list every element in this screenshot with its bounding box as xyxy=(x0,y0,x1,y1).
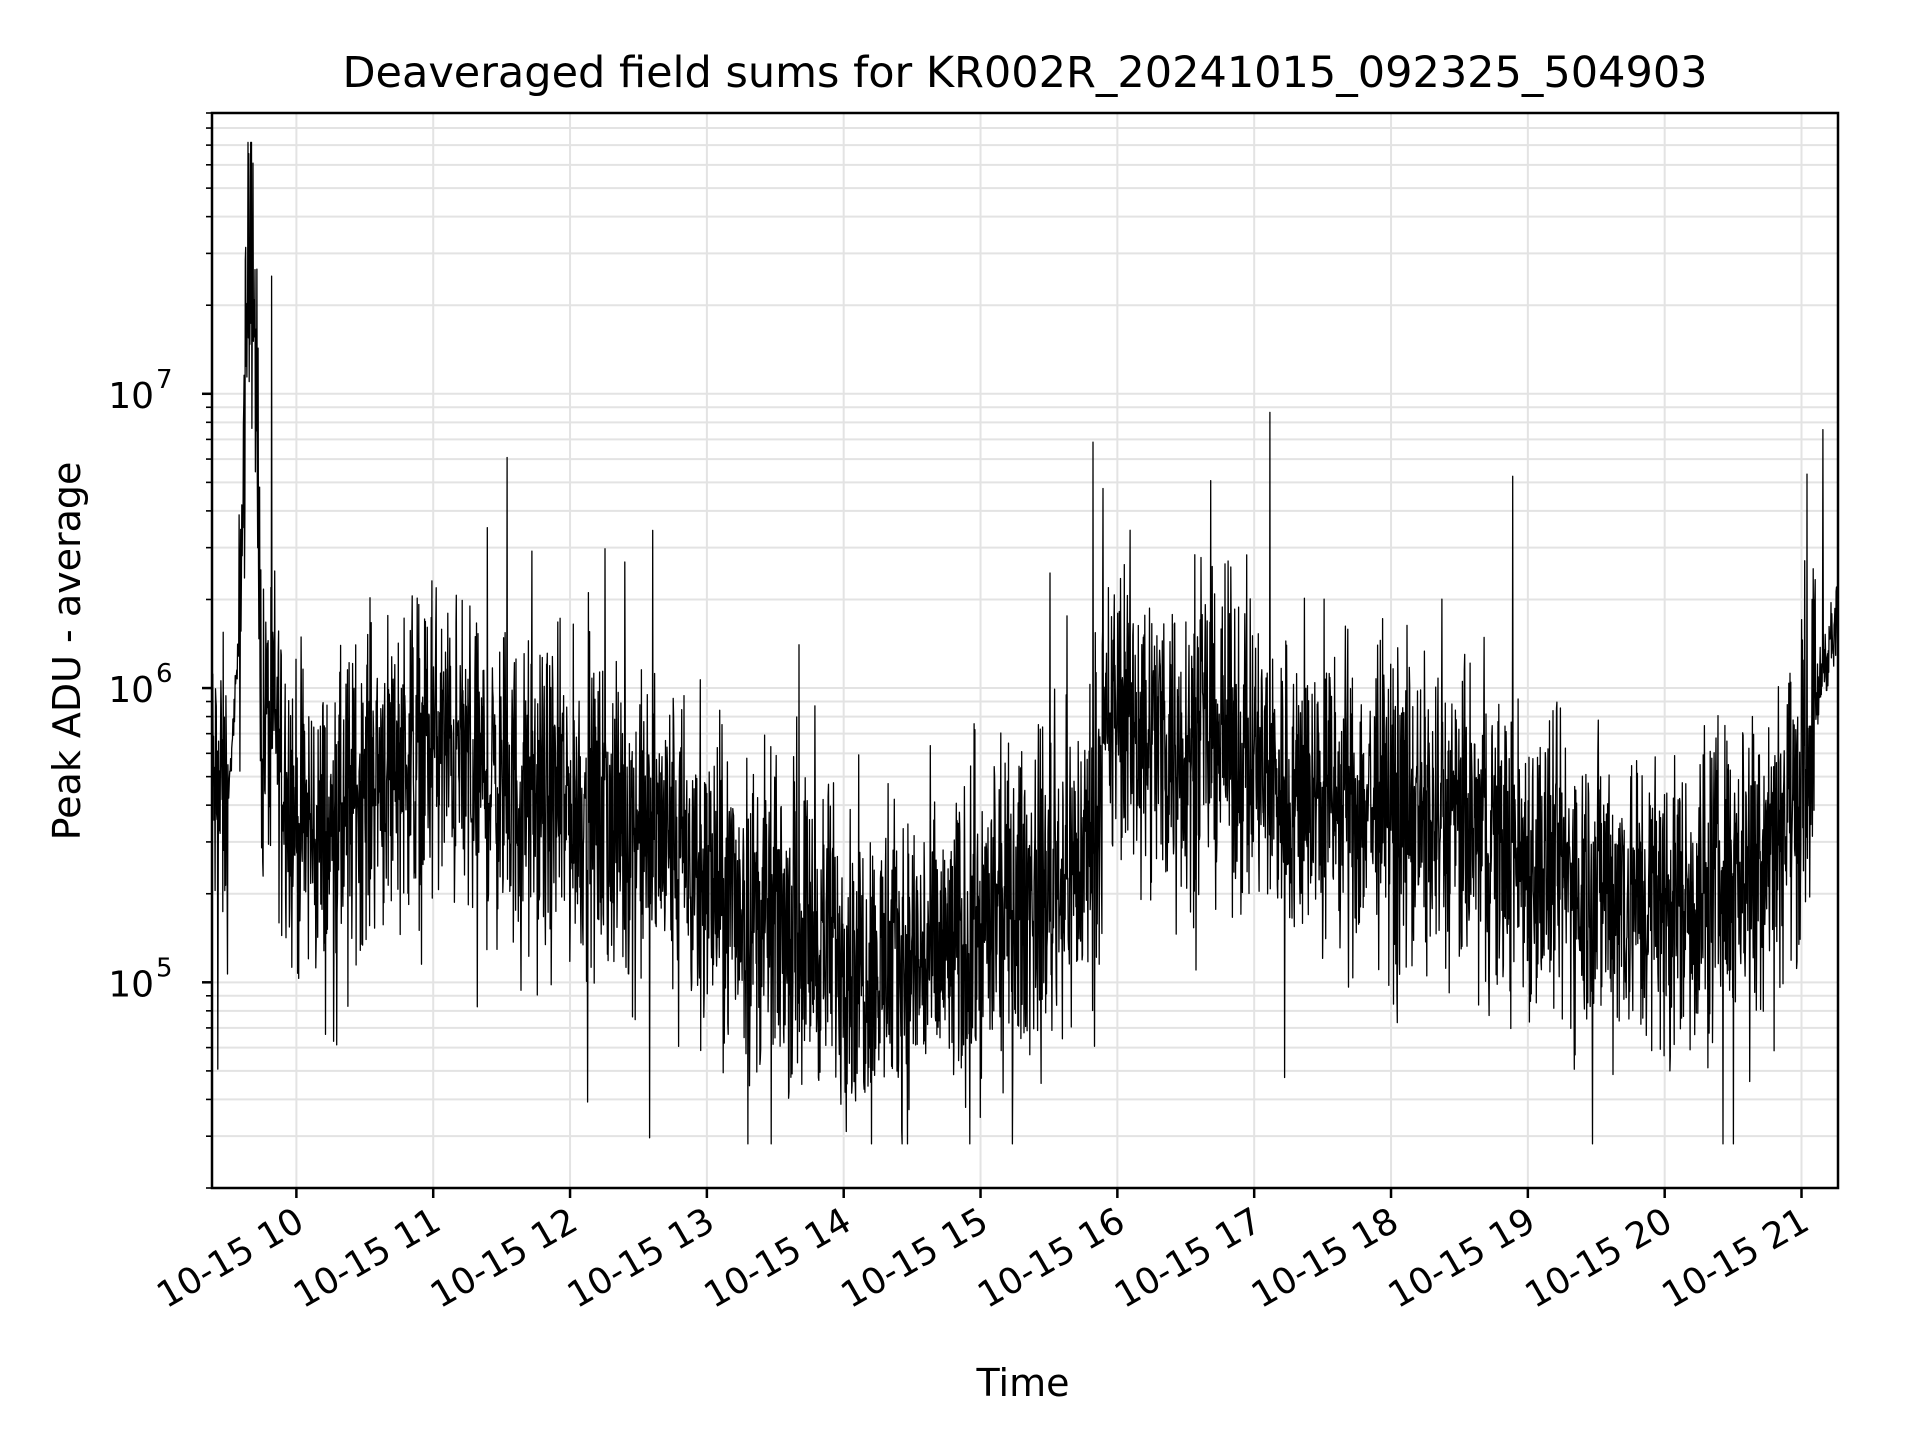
x-tick-label: 10-15 20 xyxy=(1519,1200,1680,1316)
plot-frame xyxy=(210,111,1840,1190)
series-line xyxy=(211,141,1839,1145)
x-tick-label: 10-15 12 xyxy=(424,1200,585,1316)
y-tick-exponent: 6 xyxy=(156,659,173,689)
x-tick-label: 10-15 18 xyxy=(1245,1200,1406,1316)
x-tick-label: 10-15 17 xyxy=(1108,1200,1269,1316)
x-tick-label: 10-15 10 xyxy=(150,1200,311,1316)
y-tick-label: 10 xyxy=(108,376,154,417)
y-axis-label: Peak ADU - average xyxy=(45,462,89,841)
chart-title: Deaveraged field sums for KR002R_2024101… xyxy=(342,48,1707,98)
x-tick-label: 10-15 15 xyxy=(834,1200,995,1316)
x-tick-label: 10-15 14 xyxy=(698,1200,859,1316)
x-tick-label: 10-15 13 xyxy=(561,1200,722,1316)
axis-ticks xyxy=(202,112,1803,1198)
y-tick-exponent: 5 xyxy=(156,953,173,983)
x-tick-label: 10-15 16 xyxy=(971,1200,1132,1316)
y-tick-label: 10 xyxy=(108,964,154,1005)
y-tick-label: 10 xyxy=(108,670,154,711)
grid xyxy=(212,112,1838,1189)
x-tick-label: 10-15 11 xyxy=(287,1200,448,1316)
x-axis-label: Time xyxy=(976,1361,1070,1405)
x-tick-label: 10-15 19 xyxy=(1382,1200,1543,1316)
x-tick-label: 10-15 21 xyxy=(1655,1200,1816,1316)
y-tick-exponent: 7 xyxy=(156,365,173,395)
